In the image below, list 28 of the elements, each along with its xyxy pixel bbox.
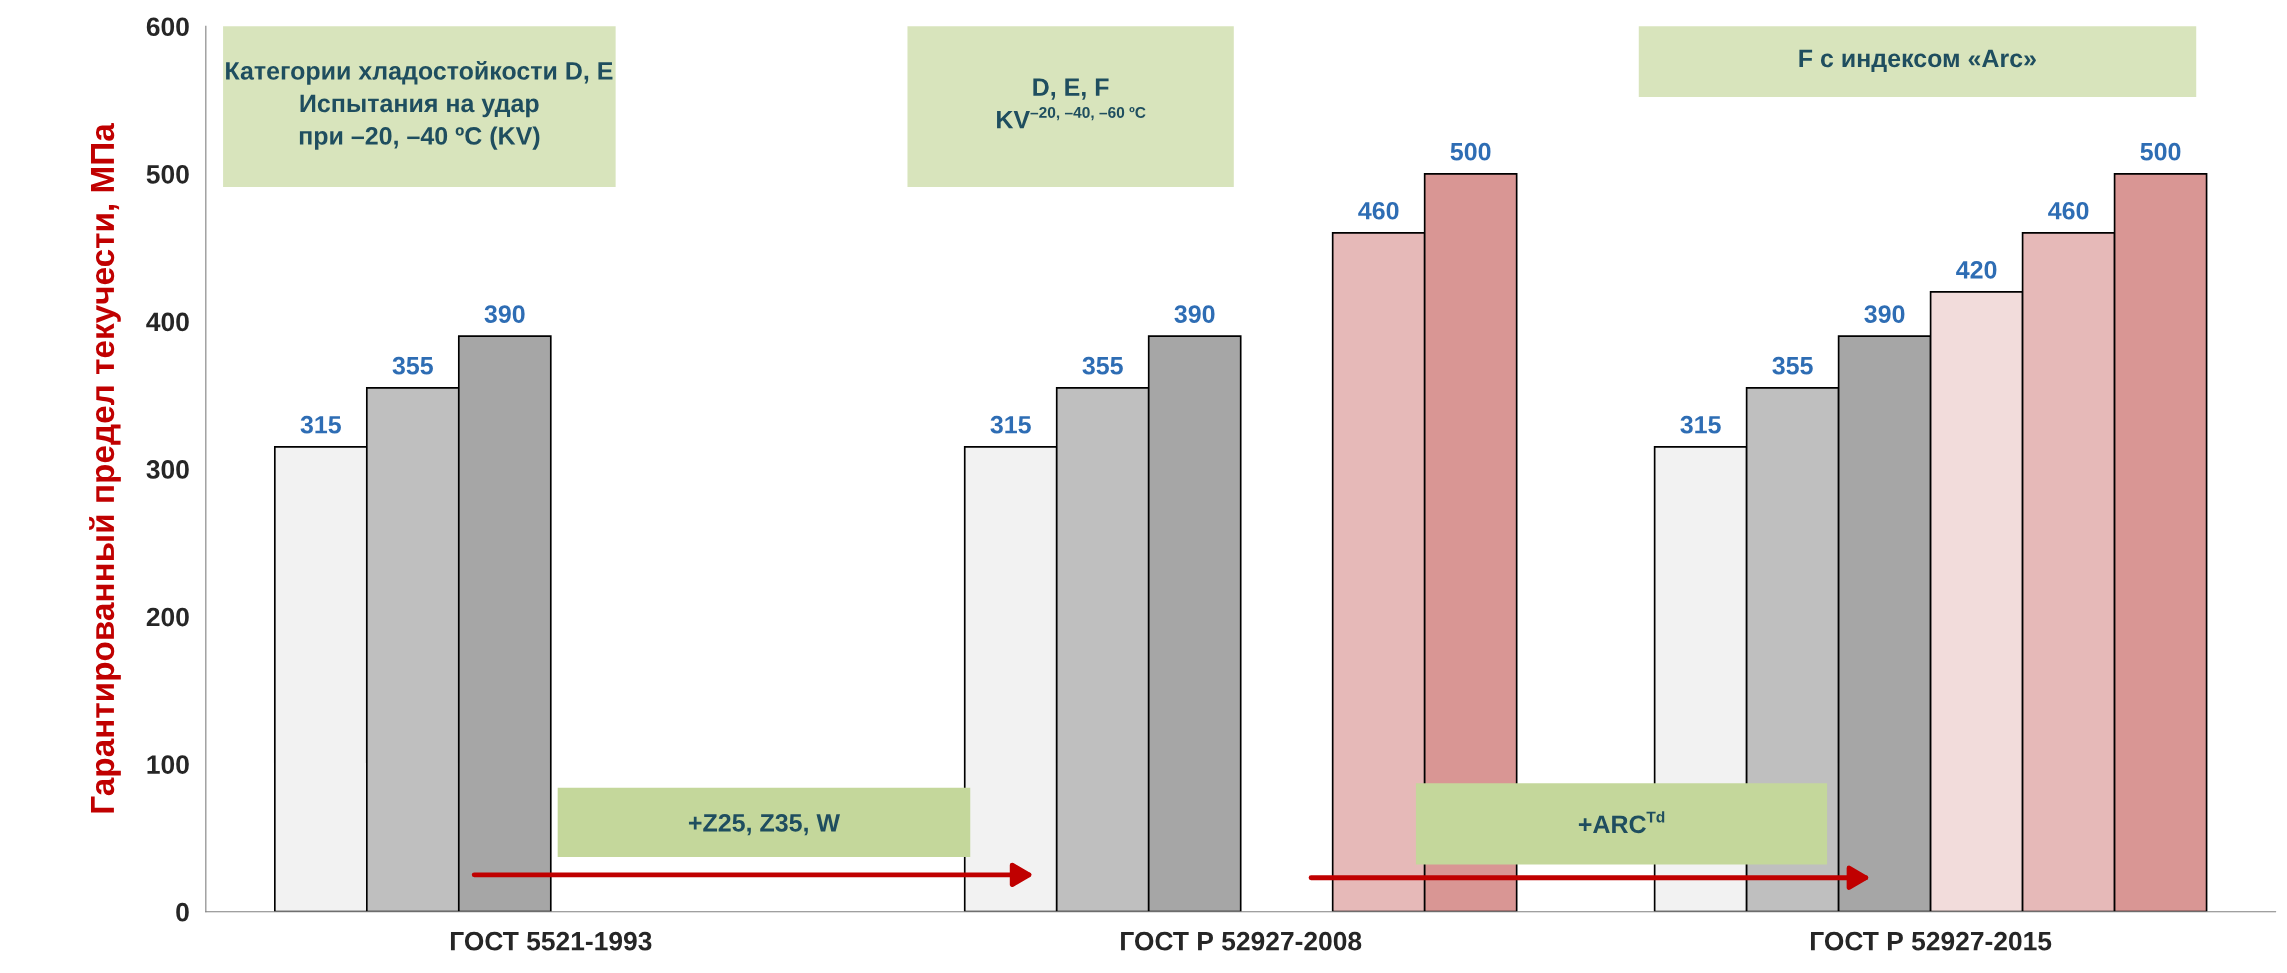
annotation: Категории хладостойкости D, E Испытания на удар при –20, –40 ºС (KV) (226, 60, 613, 150)
y-tick-label: 500 (146, 164, 189, 184)
data-label: 500 (2140, 142, 2181, 161)
y-tick-label: 0 (176, 902, 189, 922)
data-label: 390 (484, 305, 525, 323)
data-label: 355 (1772, 356, 1813, 375)
x-tick-label: ГОСТ 5521-1993 (450, 931, 652, 951)
data-label: 355 (1082, 356, 1123, 375)
data-label: 315 (1680, 415, 1721, 434)
data-label: 460 (1358, 201, 1399, 220)
data-label: 420 (1956, 260, 1997, 279)
y-tick-label: 200 (146, 607, 189, 627)
y-tick-label: 300 (146, 460, 189, 479)
y-tick-label: 100 (147, 755, 189, 774)
annotation: +Z25, Z35, W (688, 813, 841, 836)
y-tick-label: 600 (146, 17, 189, 37)
data-label: 390 (1174, 305, 1215, 323)
y-tick-label: 400 (146, 312, 189, 332)
data-label: 390 (1864, 305, 1905, 323)
annotation: F с индексом «Arc» (1799, 49, 2036, 72)
x-tick-label: ГОСТ Р 52927-2008 (1121, 931, 1362, 951)
y-axis-title: Гарантированный предел текучести, МПа (89, 123, 121, 813)
data-label: 315 (990, 415, 1031, 434)
data-label: 315 (300, 415, 341, 434)
data-label: 500 (1450, 142, 1491, 161)
data-label: 355 (392, 356, 433, 375)
x-tick-label: ГОСТ Р 52927-2015 (1810, 931, 2052, 951)
data-label: 460 (2048, 201, 2089, 220)
